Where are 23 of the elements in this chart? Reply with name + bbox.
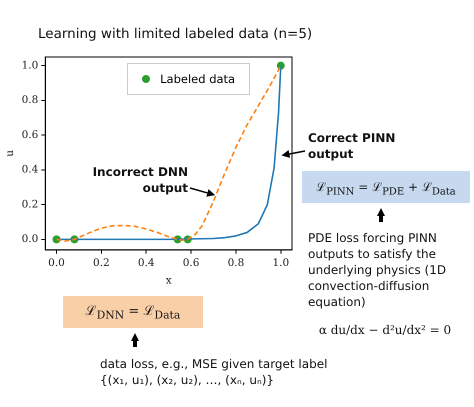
text: data loss, e.g., MSE given target label {(x₁, u₁), (x₂, u₂), …, (xₙ, uₙ)} bbox=[100, 356, 328, 388]
x-tick-label: 0.8 bbox=[228, 256, 244, 269]
x-tick-label: 1.0 bbox=[272, 256, 290, 269]
x-tick-label: 0.0 bbox=[48, 256, 65, 269]
y-tick-label: 0.2 bbox=[22, 198, 38, 210]
y-tick-label: 0.4 bbox=[22, 164, 39, 176]
x-tick-label: 0.2 bbox=[93, 256, 110, 269]
text: ℒ$_{DNN}$ = ℒ$_{Data}$ bbox=[63, 296, 203, 328]
y-tick-label: 1.0 bbox=[22, 59, 38, 72]
text: ℒ$_{PINN}$ = ℒ$_{PDE}$ + ℒ$_{Data}$ bbox=[302, 171, 470, 203]
x-tick-label: 0.6 bbox=[182, 256, 200, 269]
chart-title: Learning with limited labeled data (n=5) bbox=[38, 26, 312, 42]
annotation: Correct PINN output bbox=[308, 130, 396, 162]
y-tick-label: 0.0 bbox=[22, 233, 38, 246]
legend-label: Labeled data bbox=[160, 72, 236, 86]
y-tick-label: 0.8 bbox=[22, 94, 38, 106]
text: α du/dx − d²u/dx² = 0 bbox=[318, 322, 452, 338]
x-axis-title: x bbox=[166, 274, 172, 286]
text: PDE loss forcing PINN outputs to satisfy the underlying physics (1D convection-diffusion equation) bbox=[308, 230, 448, 310]
y-axis-title: u bbox=[4, 150, 16, 157]
x-tick-label: 0.4 bbox=[138, 256, 155, 269]
y-tick-label: 0.6 bbox=[22, 128, 39, 141]
annotation: Incorrect DNN output bbox=[92, 164, 188, 196]
